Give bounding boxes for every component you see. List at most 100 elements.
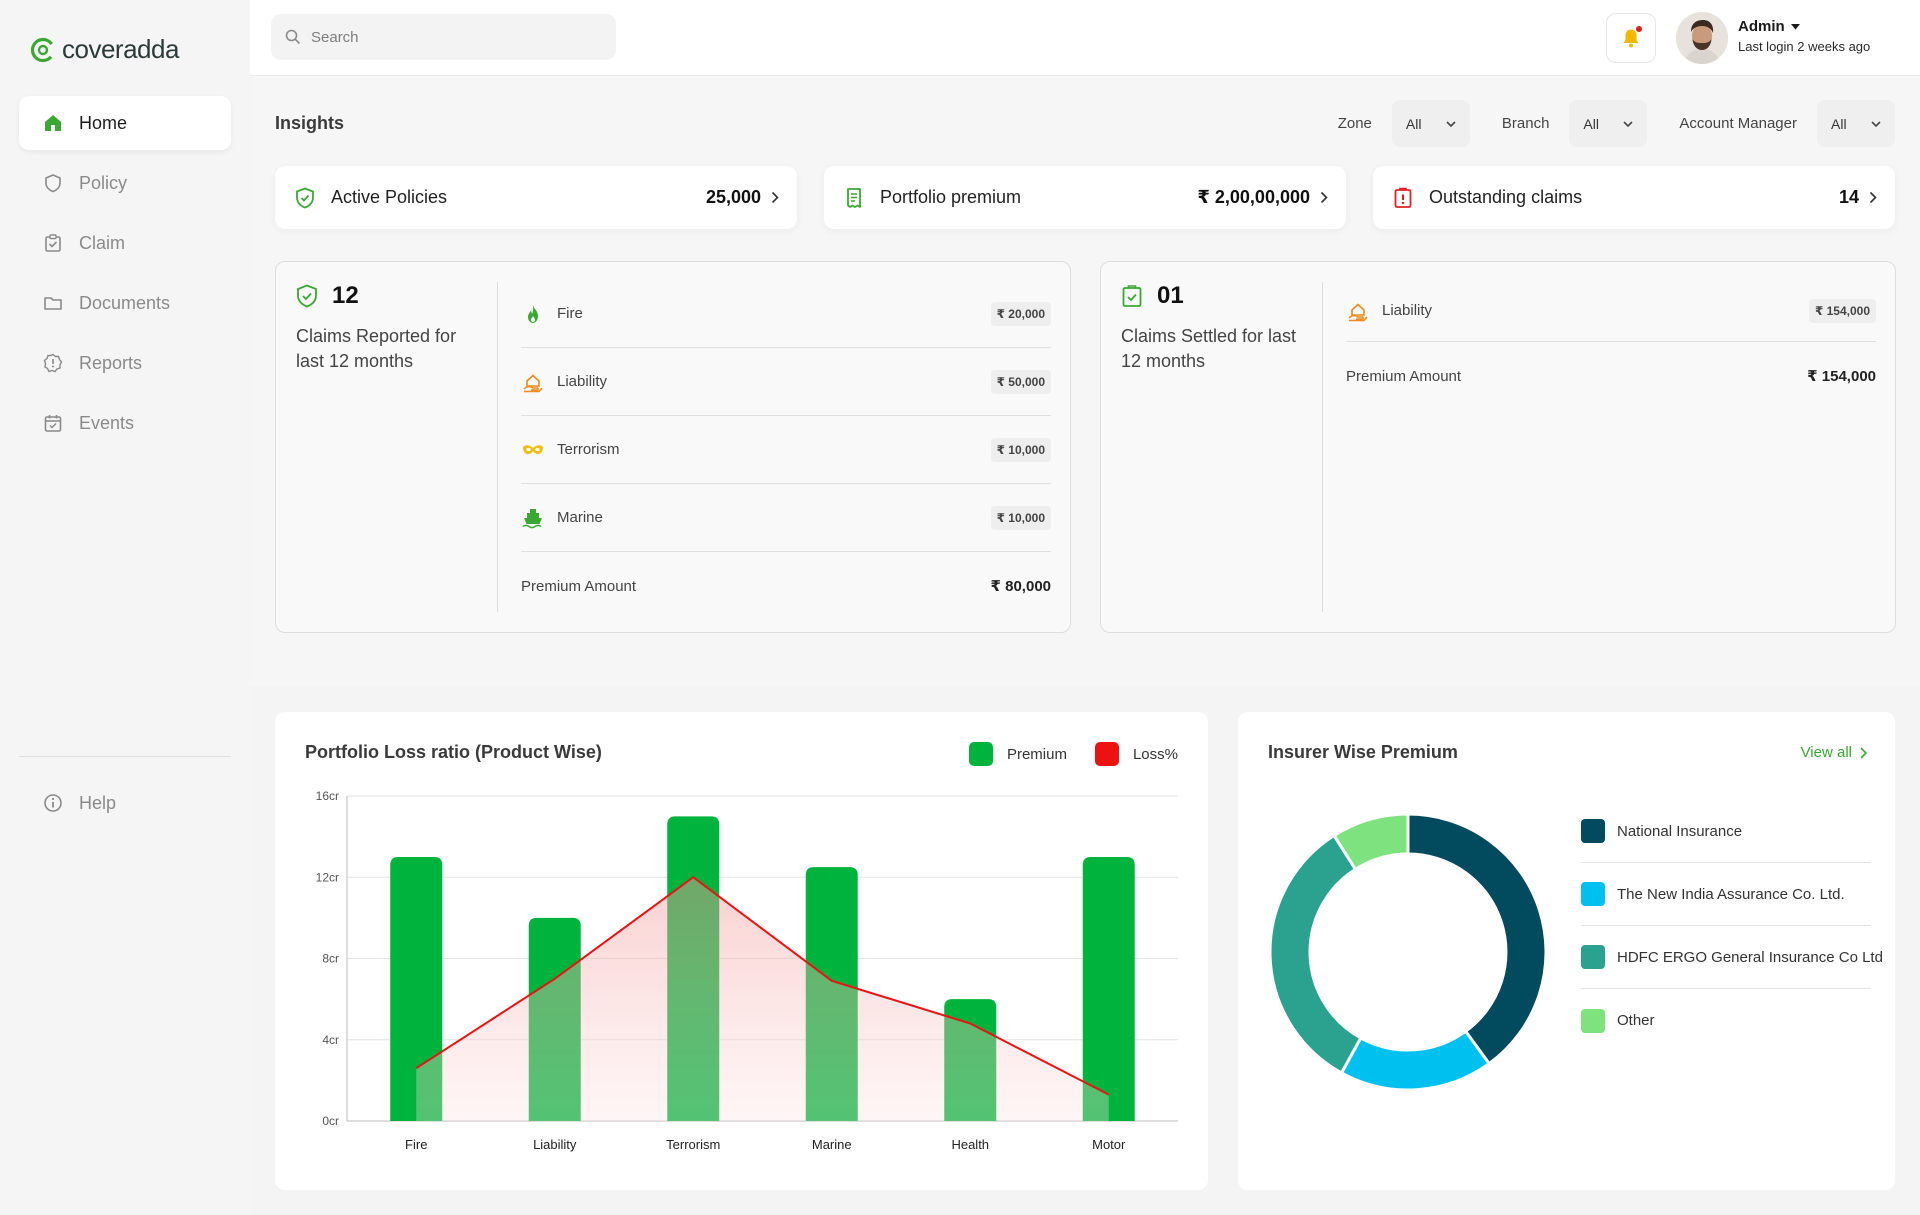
alert-clipboard-icon [1394,187,1412,208]
claim-type-name: Terrorism [557,441,620,458]
insurer-name: Other [1617,1012,1655,1029]
branch-select[interactable]: All [1569,100,1648,147]
filter-bar: Zone All Branch All Account Manager All [1338,100,1895,147]
user-name-row[interactable]: Admin [1738,18,1870,35]
list-item: Liability ₹ 50,000 [521,348,1051,416]
user-info[interactable]: Admin Last login 2 weeks ago [1738,18,1870,54]
insurer-name: HDFC ERGO General Insurance Co Ltd [1617,948,1883,966]
sidebar-item-policy[interactable]: Policy [19,156,231,210]
notification-button[interactable] [1606,13,1656,63]
stat-value: 25,000 [705,187,761,207]
sidebar-item-home[interactable]: Home [19,96,231,150]
chevron-right-icon [771,191,779,204]
report-badge-icon [43,353,63,373]
x-tick-label: Motor [1092,1137,1126,1152]
zone-select-value: All [1405,115,1422,132]
sidebar-item-label: Help [79,792,117,813]
sidebar-item-help[interactable]: Help [19,776,231,830]
list-item: National Insurance [1581,800,1871,863]
chart-legend: Premium Loss% [968,742,1178,766]
claim-amount-badge: ₹ 10,000 [990,505,1051,530]
search-icon [285,29,301,45]
sidebar-divider [19,756,231,757]
logo[interactable]: coveradda [30,34,179,65]
stat-label: Active Policies [331,187,448,207]
x-tick-label: Liability [533,1137,577,1152]
active-policies-card[interactable]: Active Policies 25,000 [275,166,797,229]
legend-label: Premium [1006,745,1067,763]
y-tick-label: 16cr [316,789,339,803]
chart-title: Portfolio Loss ratio (Product Wise) [305,742,602,762]
stat-value: 14 [1838,187,1859,207]
loss-line [415,876,1110,1096]
x-tick-label: Marine [812,1137,852,1152]
zone-select[interactable]: All [1391,100,1470,147]
premium-amount-label: Premium Amount [1346,367,1462,385]
claims-settled-summary: 01 Claims Settled for last 12 months [1121,282,1311,374]
filter-label-zone: Zone [1337,115,1372,132]
list-item: HDFC ERGO General Insurance Co Ltd [1581,926,1883,989]
legend-swatch [1094,742,1119,766]
insurer-donut-chart [1268,812,1548,1092]
caret-down-icon [1790,23,1800,29]
fire-icon [528,304,538,323]
shield-check-icon [296,187,314,208]
sidebar-item-label: Home [79,112,128,133]
search-input[interactable] [311,28,591,46]
x-tick-label: Terrorism [666,1137,720,1152]
sidebar-item-reports[interactable]: Reports [19,336,231,390]
logo-text: coveradda [62,34,179,64]
sidebar-item-documents[interactable]: Documents [19,276,231,330]
ship-icon [522,508,542,528]
chevron-right-icon [1320,191,1328,204]
premium-amount-value: ₹ 154,000 [1807,368,1876,385]
legend-label: Loss% [1132,745,1178,763]
sidebar-item-claim[interactable]: Claim [19,216,231,270]
chevron-down-icon [1446,120,1456,127]
claims-reported-summary: 12 Claims Reported for last 12 months [296,282,486,374]
view-all-label: View all [1800,744,1852,761]
claims-settled-list: Liability ₹ 154,000 Premium Amount ₹ 154… [1346,280,1876,410]
search-box[interactable] [271,14,616,60]
outstanding-claims-card[interactable]: Outstanding claims 14 [1373,166,1895,229]
account-manager-select[interactable]: All [1817,100,1895,147]
insurer-name: The New India Assurance Co. Ltd. [1617,885,1845,903]
clipboard-check-icon [45,234,61,252]
chevron-right-icon [1869,191,1877,204]
sidebar-item-events[interactable]: Events [19,396,231,450]
insurer-name: National Insurance [1617,822,1743,840]
stat-value: ₹ 2,00,00,000 [1197,187,1310,207]
legend-item-premium: Premium [968,742,1067,766]
sidebar-item-label: Policy [79,172,128,193]
donut-slice-national-insurance[interactable] [1406,812,1548,1066]
legend-swatch [1581,1008,1605,1033]
view-all-link[interactable]: View all [1801,744,1867,761]
branch-select-value: All [1583,115,1599,132]
logo-mark-icon [30,37,56,62]
legend-swatch [968,742,993,766]
x-tick-label: Fire [405,1137,427,1152]
claim-type-name: Fire [557,305,583,322]
claim-amount-badge: ₹ 10,000 [990,437,1051,462]
claims-settled-panel: 01 Claims Settled for last 12 months Lia… [1100,261,1896,633]
y-tick-label: 4cr [322,1033,339,1047]
donut-slice-the-new-india-assurance-co-ltd-[interactable] [1339,1029,1492,1092]
donut-slice-hdfc-ergo-general-insurance-co-ltd[interactable] [1268,833,1363,1075]
sidebar-item-label: Claim [79,232,126,253]
filter-label-branch: Branch [1501,115,1550,132]
receipt-icon [847,187,861,208]
donut-slice-other[interactable] [1331,812,1410,872]
hand-house-icon [523,373,543,392]
y-tick-label: 8cr [322,952,339,966]
page-title: Insights [275,113,345,133]
claims-settled-count: 01 [1157,282,1184,309]
loss-area [416,877,1109,1121]
clipboard-check-icon [1122,285,1142,307]
claim-type-name: Liability [1382,302,1433,319]
legend-swatch [1581,819,1605,843]
portfolio-premium-card[interactable]: Portfolio premium ₹ 2,00,00,000 [824,166,1346,229]
chart-title: Insurer Wise Premium [1268,742,1458,762]
avatar[interactable] [1676,12,1728,64]
info-icon [44,794,62,812]
bar-motor [1082,856,1135,1121]
